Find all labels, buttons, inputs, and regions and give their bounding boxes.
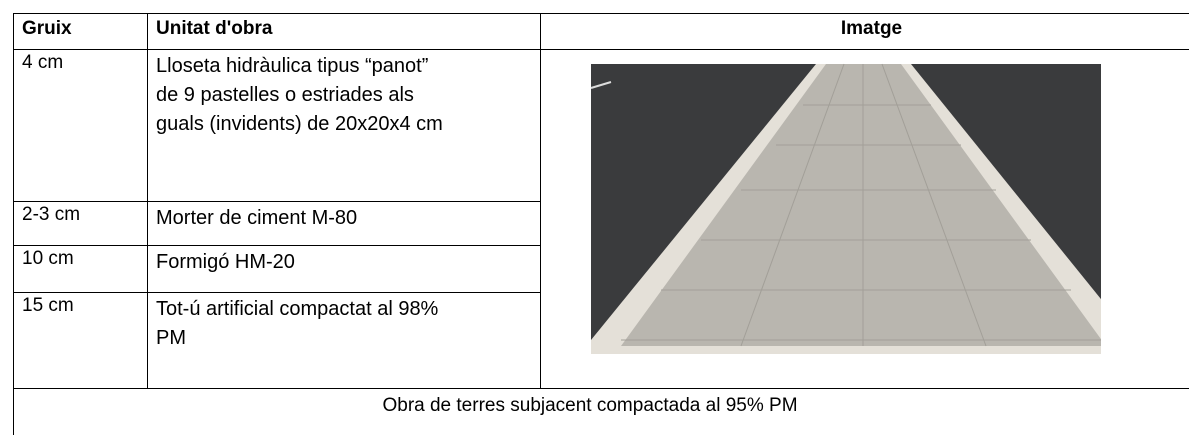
footer-row: Obra de terres subjacent compactada al 9…	[14, 389, 1189, 435]
material: Morter de ciment M-80	[148, 202, 541, 246]
material: Lloseta hidràulica tipus “panot” de 9 pa…	[148, 50, 541, 202]
thickness: 2-3 cm	[14, 202, 148, 246]
header-cell: Imatge	[541, 14, 1189, 50]
header-row: Gruix Unitat d'obra Imatge	[14, 14, 1189, 50]
thickness: 4 cm	[14, 50, 148, 202]
header-cell: Gruix	[14, 14, 148, 50]
footer-text: Obra de terres subjacent compactada al 9…	[22, 395, 1158, 417]
material: Formigó HM-20	[148, 246, 541, 293]
row: 4 cm Lloseta hidràulica tipus “panot” de…	[14, 50, 1189, 202]
header-cell: Unitat d'obra	[148, 14, 541, 50]
material: Tot-ú artificial compactat al 98% PM	[148, 293, 541, 389]
footer: Obra de terres subjacent compactada al 9…	[14, 389, 1189, 435]
image-cell	[541, 50, 1189, 389]
thickness: 15 cm	[14, 293, 148, 389]
layer-table: Gruix Unitat d'obra Imatge 4 cm Lloseta …	[13, 13, 1189, 435]
material-text: Tot-ú artificial compactat al 98% PM	[156, 295, 456, 353]
material-text: Lloseta hidràulica tipus “panot” de 9 pa…	[156, 52, 456, 139]
sidewalk-photo	[541, 50, 1101, 388]
thickness: 10 cm	[14, 246, 148, 293]
